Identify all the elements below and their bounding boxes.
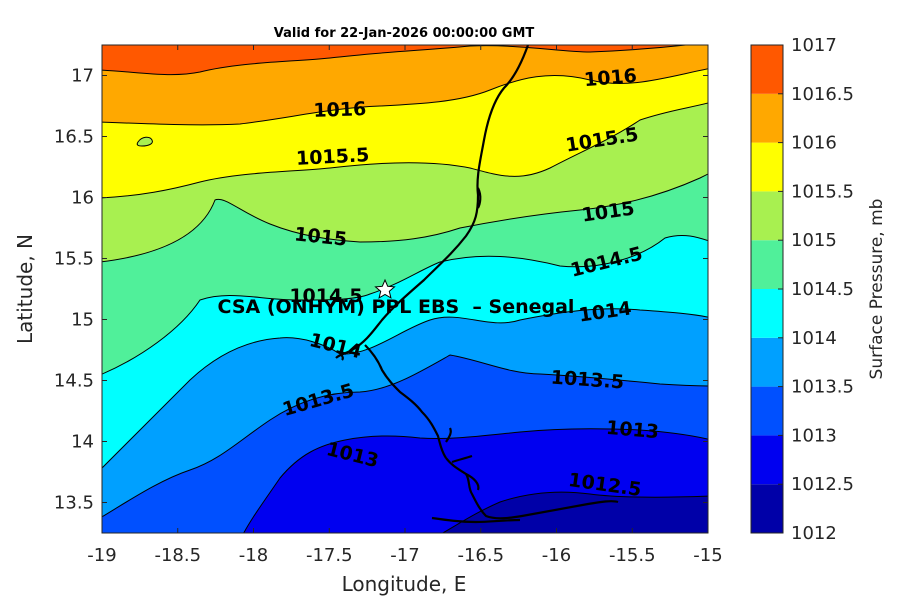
colorbar-tick-label: 1017 — [791, 35, 837, 56]
colorbar-tick-label: 1016.5 — [791, 84, 854, 105]
x-tick-label: -18.5 — [154, 545, 201, 566]
chart-title: Valid for 22-Jan-2026 00:00:00 GMT — [274, 26, 535, 41]
x-tick-label: -16 — [542, 545, 571, 566]
contour-lines — [102, 45, 708, 533]
x-tick-label: -18 — [239, 545, 268, 566]
x-tick-label: -15.5 — [609, 545, 656, 566]
colorbar-swatch — [751, 191, 783, 241]
x-tick-label: -15 — [693, 545, 722, 566]
colorbar-swatch — [751, 142, 783, 192]
x-axis-label: Longitude, E — [342, 572, 467, 596]
colorbar-swatch — [751, 337, 783, 387]
contour-label: 1016 — [583, 65, 638, 92]
colorbar-swatch — [751, 386, 783, 436]
colorbar-tick-label: 1012.5 — [791, 474, 854, 495]
x-tick-label: -19 — [87, 545, 116, 566]
colorbar-tick-label: 1014 — [791, 328, 837, 349]
contour-fill-layer — [102, 45, 708, 533]
y-tick-label: 15 — [71, 310, 94, 331]
contour-label: 1013.5 — [550, 366, 625, 393]
contour-label: 1016 — [313, 98, 367, 122]
x-tick-label: -17 — [390, 545, 419, 566]
colorbar-tick-label: 1016 — [791, 133, 837, 154]
band-below-1012.5 — [442, 492, 708, 533]
colorbar-tick-label: 1012 — [791, 523, 837, 544]
contour-label: 1013 — [605, 417, 660, 444]
island-1015 — [136, 136, 153, 147]
y-tick-label: 13.5 — [54, 493, 94, 514]
y-tick-label: 14 — [71, 432, 94, 453]
contour-label: 1015.5 — [295, 144, 369, 170]
x-tick-label: -17.5 — [306, 545, 353, 566]
colorbar-tick-label: 1015.5 — [791, 181, 854, 202]
colorbar-tick-label: 1013.5 — [791, 377, 854, 398]
contour-label: 1015 — [293, 223, 348, 250]
colorbar-label: Surface Pressure, mb — [867, 199, 887, 380]
x-tick-label: -16.5 — [457, 545, 504, 566]
coastline-borders — [335, 45, 619, 524]
colorbar-swatch — [751, 45, 783, 94]
x-axis-ticks: -19 -18.5 -18 -17.5 -17 -16.5 -16 -15.5 -15 — [87, 45, 723, 566]
y-tick-label: 17 — [71, 66, 94, 87]
colorbar-tick-label: 1014.5 — [791, 279, 854, 300]
colorbar-tick-label: 1015 — [791, 230, 837, 251]
y-axis-ticks: 13.5 14 14.5 15 15.5 16 16.5 17 — [54, 66, 708, 514]
site-label: CSA (ONHYM) PPL EBS – Senegal — [218, 296, 575, 318]
colorbar-tick-label: 1013 — [791, 425, 837, 446]
colorbar: 1012 1012.5 1013 1013.5 1014 1014.5 1015 1015.5… — [750, 35, 854, 544]
contour-label: 1014.5 — [289, 285, 362, 307]
colorbar-swatch — [751, 240, 783, 289]
colorbar-swatch — [751, 93, 783, 143]
site-star-icon — [374, 278, 396, 299]
y-tick-label: 16.5 — [54, 127, 94, 148]
colorbar-swatch — [751, 435, 783, 485]
y-tick-label: 16 — [71, 188, 94, 209]
colorbar-swatch — [751, 289, 783, 338]
y-axis-label: Latitude, N — [13, 234, 37, 344]
colorbar-swatch — [751, 484, 783, 533]
y-tick-label: 14.5 — [54, 371, 94, 392]
y-tick-label: 15.5 — [54, 249, 94, 270]
